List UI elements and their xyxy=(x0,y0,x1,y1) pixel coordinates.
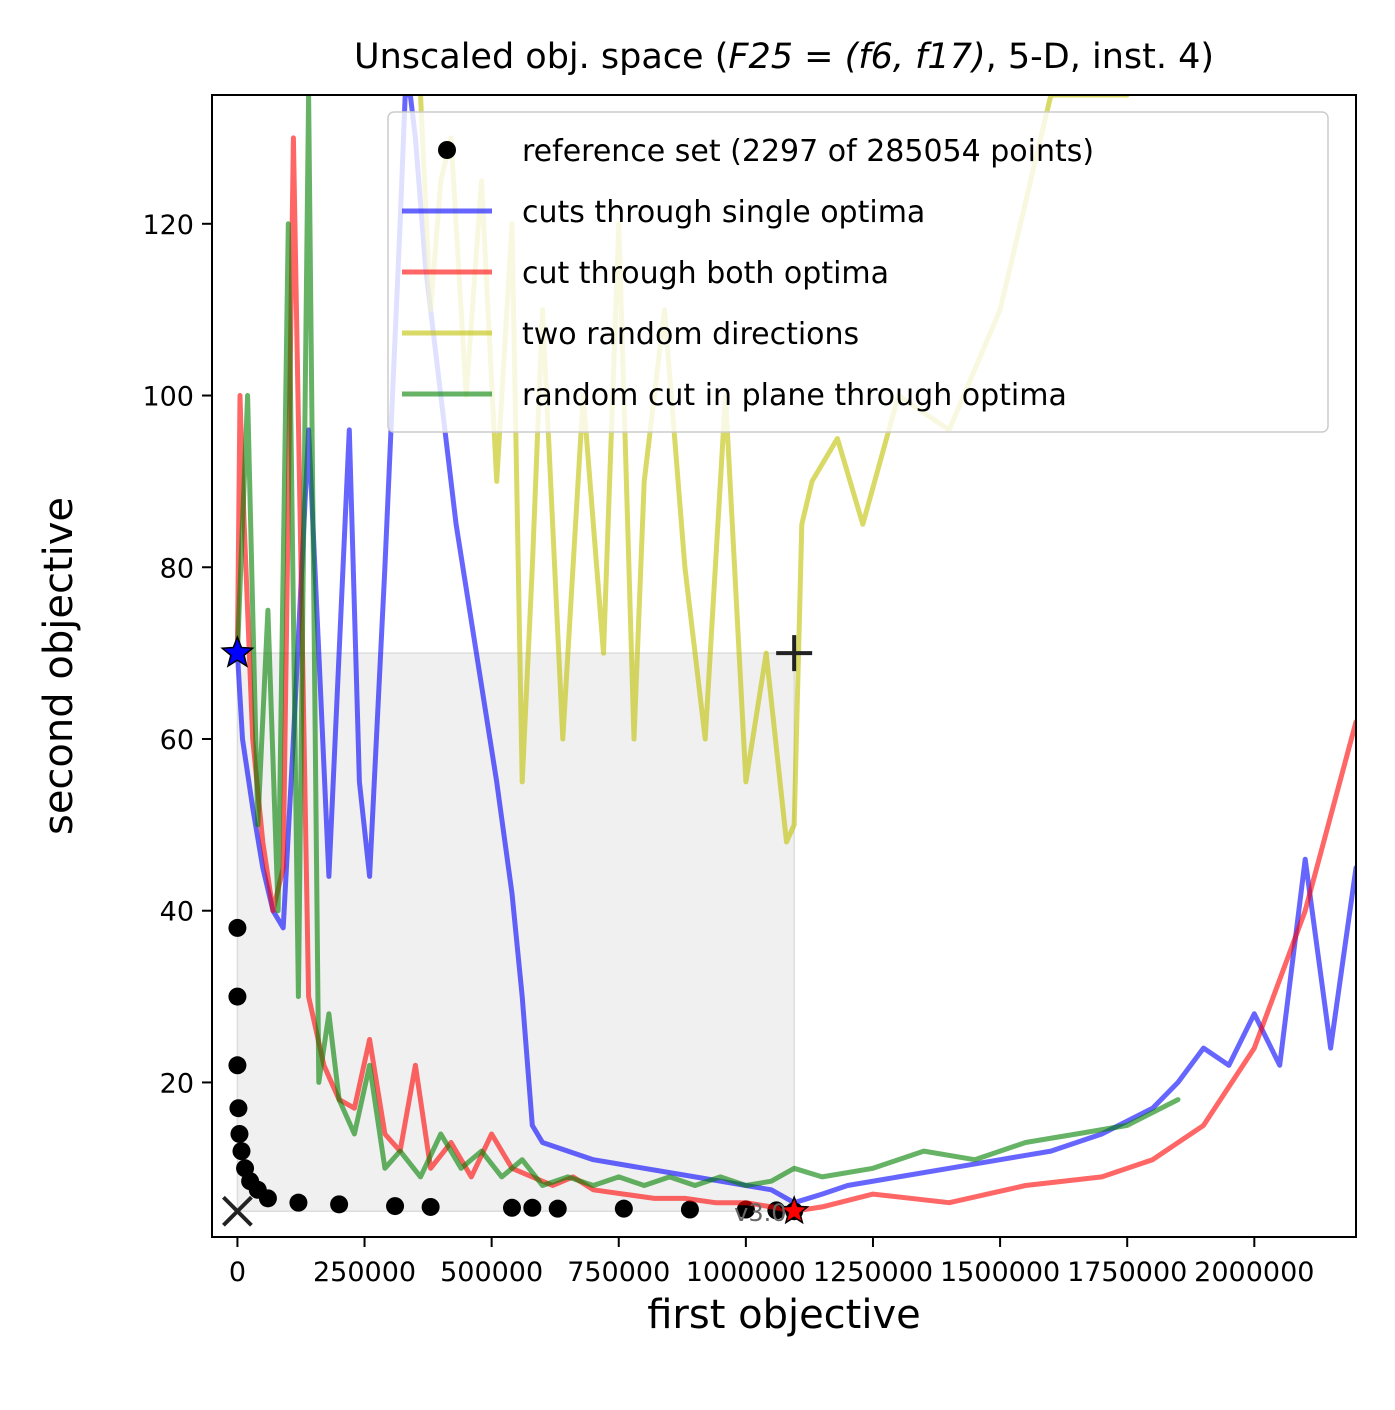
legend-label: cut through both optima xyxy=(522,256,889,291)
reference-point xyxy=(680,1200,699,1219)
legend-box xyxy=(387,111,1329,433)
version-label: v3.0 xyxy=(734,1199,786,1227)
x-tick-label: 1250000 xyxy=(813,1257,933,1288)
reference-point xyxy=(386,1197,405,1216)
title-prefix: Unscaled obj. space ( xyxy=(354,37,728,77)
optimum-f2-star xyxy=(778,1195,810,1225)
series-line-4 xyxy=(234,95,1181,1188)
x-axis-ticks: 0 250000 500000 750000 1000000 1250000 1500000… xyxy=(229,1237,1314,1288)
y-tick-label: 20 xyxy=(160,1068,194,1099)
reference-point xyxy=(289,1193,308,1212)
legend-label: cuts through single optima xyxy=(522,195,925,230)
reference-point xyxy=(502,1198,521,1217)
x-tick-label: 2000000 xyxy=(1194,1257,1314,1288)
legend-label: reference set (2297 of 285054 points) xyxy=(522,134,1094,169)
reference-point xyxy=(228,987,247,1006)
legend: reference set (2297 of 285054 points) cut… xyxy=(387,111,1329,433)
y-axis-ticks: 20 40 60 80 100 120 xyxy=(142,210,212,1099)
plot-area: v3.0 xyxy=(220,95,1356,1227)
reference-point xyxy=(330,1195,349,1214)
axes-frame xyxy=(211,94,1357,1238)
reference-point xyxy=(232,1142,251,1161)
legend-label: two random directions xyxy=(522,317,859,352)
optimum-f1-star xyxy=(220,635,255,668)
title-math: F25 = (f6, f17) xyxy=(728,37,985,77)
legend-swatch-dot xyxy=(438,141,456,159)
x-tick-label: 1000000 xyxy=(686,1257,806,1288)
x-tick-label: 0 xyxy=(229,1257,246,1288)
reference-point xyxy=(614,1199,633,1218)
nadir-point-marker xyxy=(776,635,813,672)
reference-point xyxy=(258,1189,277,1208)
x-tick-label: 750000 xyxy=(567,1257,670,1288)
marker-layer: v3.0 xyxy=(220,635,813,1227)
legend-label: random cut in plane through optima xyxy=(522,378,1067,413)
y-tick-label: 40 xyxy=(160,897,194,928)
reference-point xyxy=(228,918,247,937)
x-tick-label: 1750000 xyxy=(1067,1257,1187,1288)
reference-point xyxy=(548,1199,567,1218)
y-tick-label: 80 xyxy=(160,553,194,584)
reference-point xyxy=(523,1198,542,1217)
reference-point xyxy=(228,1056,247,1075)
y-tick-label: 60 xyxy=(160,725,194,756)
x-tick-label: 250000 xyxy=(313,1257,416,1288)
chart-title: Unscaled obj. space (F25 = (f6, f17), 5-… xyxy=(354,37,1214,77)
x-axis-label: first objective xyxy=(647,1292,921,1338)
x-tick-label: 500000 xyxy=(440,1257,543,1288)
y-axis-label: second objective xyxy=(36,497,82,835)
title-suffix: , 5-D, inst. 4) xyxy=(986,37,1214,77)
series-layer xyxy=(228,95,1356,1221)
legend-items: reference set (2297 of 285054 points) cut… xyxy=(402,134,1094,413)
reference-point xyxy=(229,1099,248,1118)
y-tick-label: 100 xyxy=(142,382,194,413)
reference-point xyxy=(230,1124,249,1143)
y-tick-label: 120 xyxy=(142,210,194,241)
reference-point xyxy=(421,1197,440,1216)
ideal-point-marker xyxy=(222,1195,253,1227)
x-tick-label: 1500000 xyxy=(940,1257,1060,1288)
